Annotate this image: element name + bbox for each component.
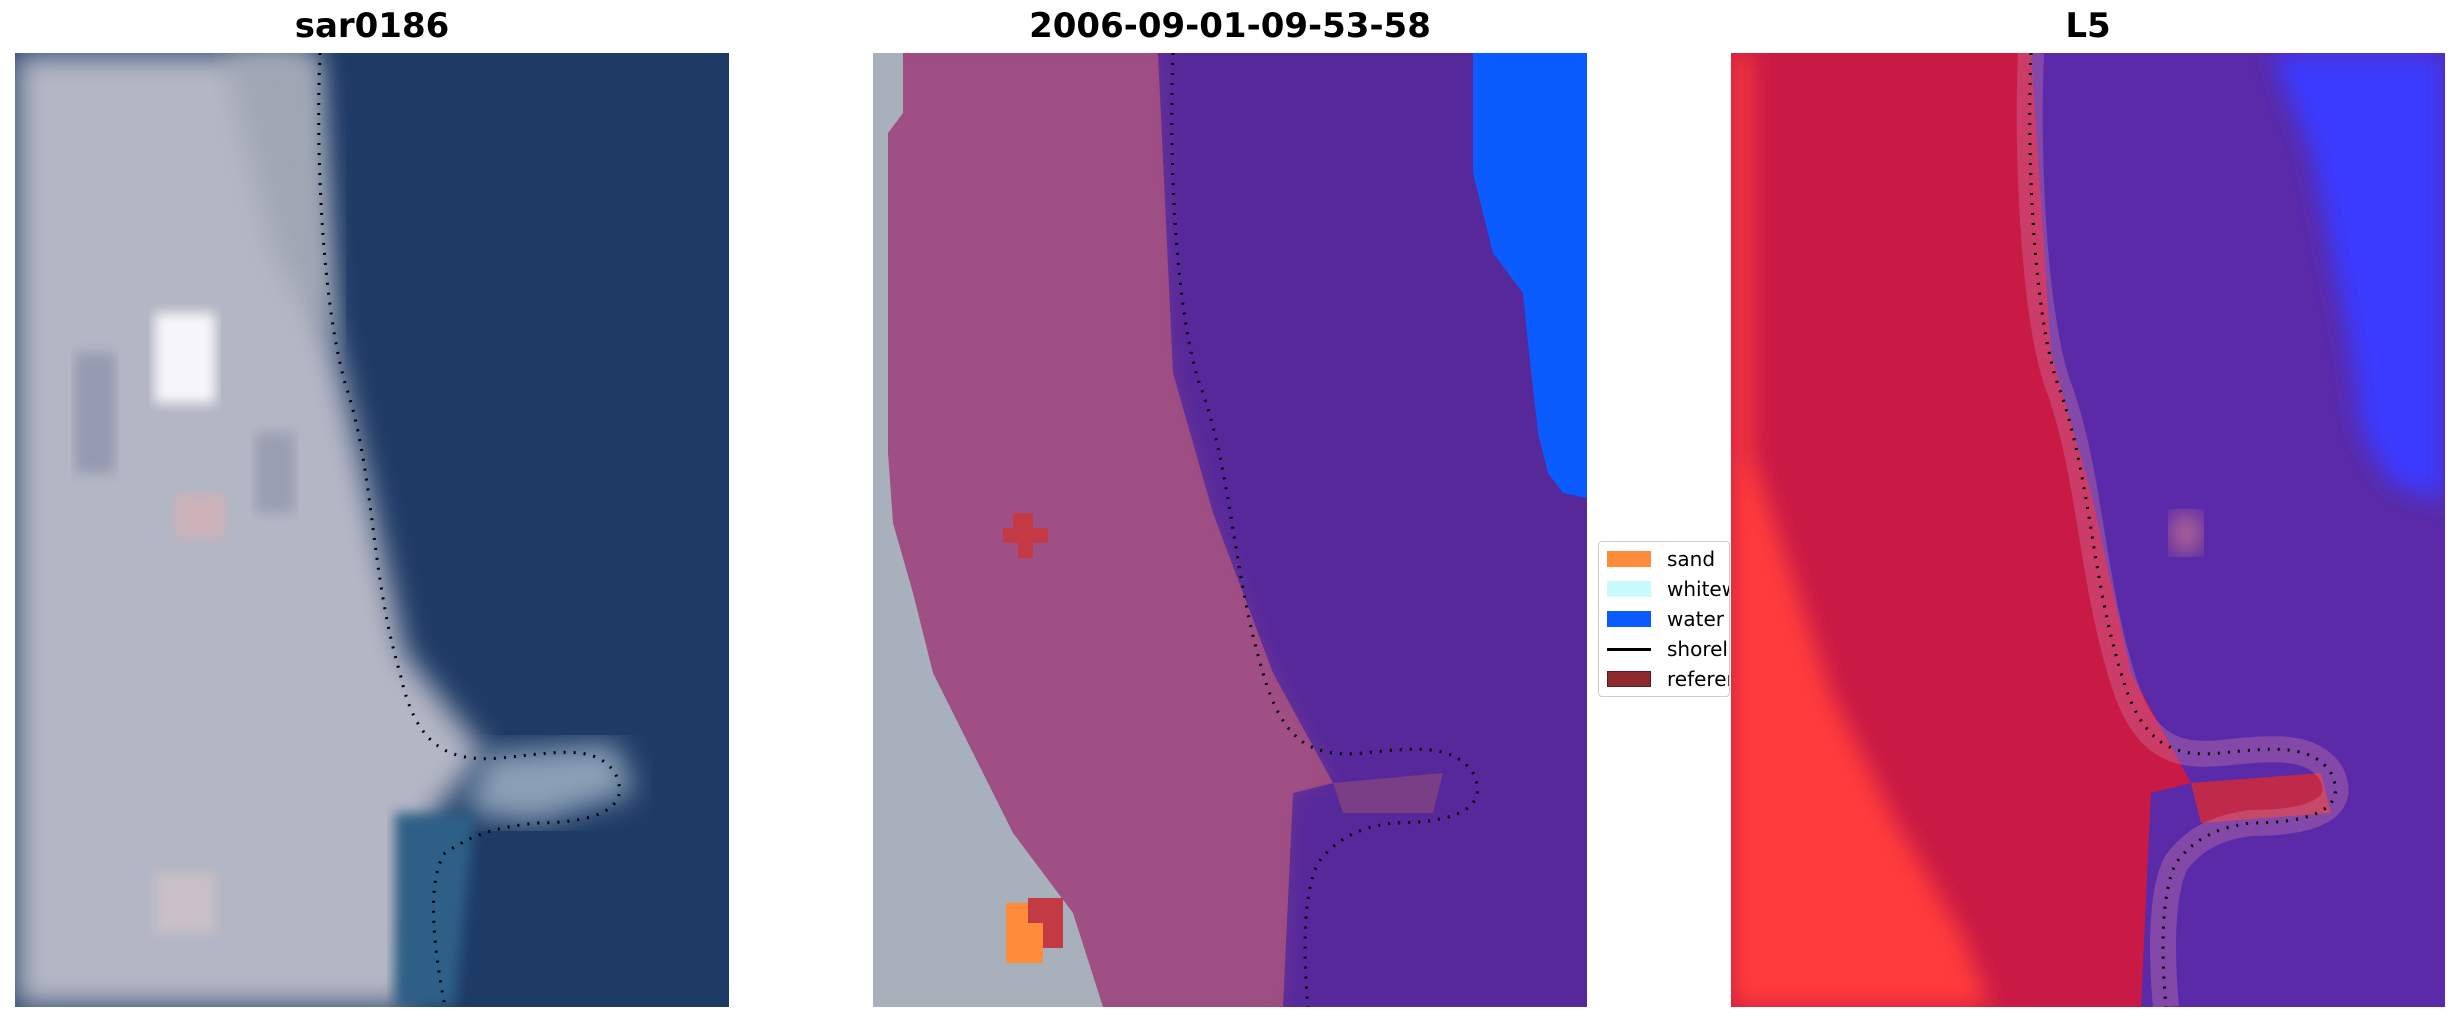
mndwi-image [1731, 53, 2445, 1007]
classified-image [873, 53, 1587, 1007]
satellite-rgb-image [15, 53, 729, 1007]
sand-swatch [1607, 551, 1651, 567]
legend-item-shoreline: shoreline [1607, 636, 1729, 662]
legend-item-water: water [1607, 606, 1724, 632]
legend-label-shoreline: shoreline [1667, 637, 1729, 661]
legend-label-water: water [1667, 607, 1724, 631]
legend-label-sand: sand [1667, 547, 1716, 571]
panel-title-classification: 2006-09-01-09-53-58 [1029, 6, 1431, 46]
panel-title-rgb: sar0186 [294, 6, 450, 46]
legend-item-reference: reference [1607, 666, 1729, 692]
shoreline-line-icon [1607, 647, 1651, 651]
reference-swatch [1607, 671, 1651, 687]
legend-item-sand: sand [1607, 546, 1715, 572]
water-swatch [1607, 611, 1651, 627]
whitewater-swatch [1607, 581, 1651, 597]
panel-title-index: L5 [2065, 6, 2111, 46]
legend-label-reference: reference [1667, 667, 1729, 691]
